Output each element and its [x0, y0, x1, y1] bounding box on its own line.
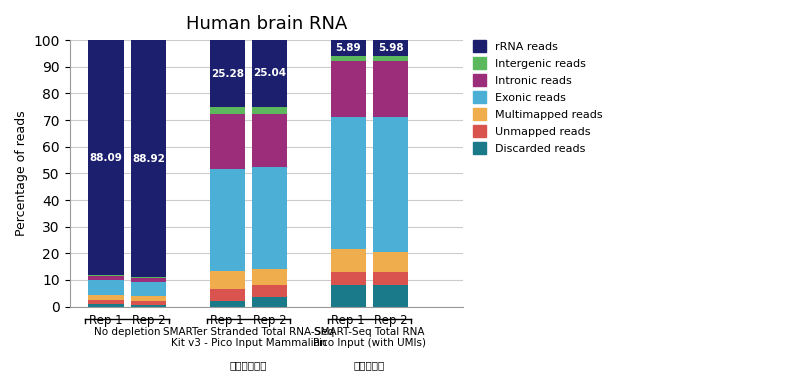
Bar	[373, 56, 408, 62]
Bar	[210, 40, 245, 107]
Bar	[330, 249, 366, 272]
Bar	[330, 56, 366, 61]
Title: Human brain RNA: Human brain RNA	[186, 15, 347, 33]
Text: 5.89: 5.89	[335, 43, 361, 53]
Bar	[373, 40, 408, 56]
Bar	[89, 295, 123, 300]
Text: （既存製品）: （既存製品）	[230, 360, 267, 370]
Bar	[252, 285, 287, 298]
Bar	[252, 40, 287, 107]
Bar	[131, 296, 166, 301]
Bar	[131, 305, 166, 307]
Text: 88.09: 88.09	[90, 152, 122, 163]
Bar	[89, 276, 123, 280]
Bar	[89, 40, 123, 275]
Text: SMARTer Stranded Total RNA-Seq
Kit v3 - Pico Input Mammalian: SMARTer Stranded Total RNA-Seq Kit v3 - …	[162, 327, 334, 348]
Bar	[252, 269, 287, 285]
Bar	[252, 298, 287, 307]
Bar	[131, 278, 166, 282]
Legend: rRNA reads, Intergenic reads, Intronic reads, Exonic reads, Multimapped reads, U: rRNA reads, Intergenic reads, Intronic r…	[473, 40, 602, 154]
Text: 25.28: 25.28	[210, 69, 244, 79]
Text: 25.04: 25.04	[253, 69, 286, 78]
Bar	[131, 277, 166, 278]
Bar	[131, 40, 166, 277]
Bar	[210, 271, 245, 289]
Bar	[373, 285, 408, 307]
Text: SMART-Seq Total RNA
Pico Input (with UMIs): SMART-Seq Total RNA Pico Input (with UMI…	[313, 327, 426, 348]
Y-axis label: Percentage of reads: Percentage of reads	[15, 111, 28, 236]
Bar	[252, 114, 287, 167]
Bar	[210, 114, 245, 169]
Bar	[373, 117, 408, 252]
Bar	[330, 285, 366, 307]
Bar	[89, 304, 123, 307]
Bar	[89, 275, 123, 276]
Bar	[330, 40, 366, 56]
Bar	[330, 117, 366, 249]
Bar	[210, 301, 245, 307]
Bar	[89, 300, 123, 304]
Bar	[373, 272, 408, 285]
Bar	[131, 301, 166, 305]
Bar	[330, 61, 366, 117]
Bar	[89, 280, 123, 295]
Bar	[131, 282, 166, 296]
Text: （新製品）: （新製品）	[354, 360, 385, 370]
Text: 5.98: 5.98	[378, 43, 403, 53]
Bar	[210, 289, 245, 301]
Bar	[210, 107, 245, 114]
Bar	[210, 169, 245, 271]
Bar	[373, 62, 408, 117]
Bar	[330, 272, 366, 285]
Bar	[252, 167, 287, 269]
Bar	[252, 107, 287, 114]
Text: No depletion: No depletion	[94, 327, 161, 337]
Bar	[373, 252, 408, 272]
Text: 88.92: 88.92	[132, 154, 165, 163]
